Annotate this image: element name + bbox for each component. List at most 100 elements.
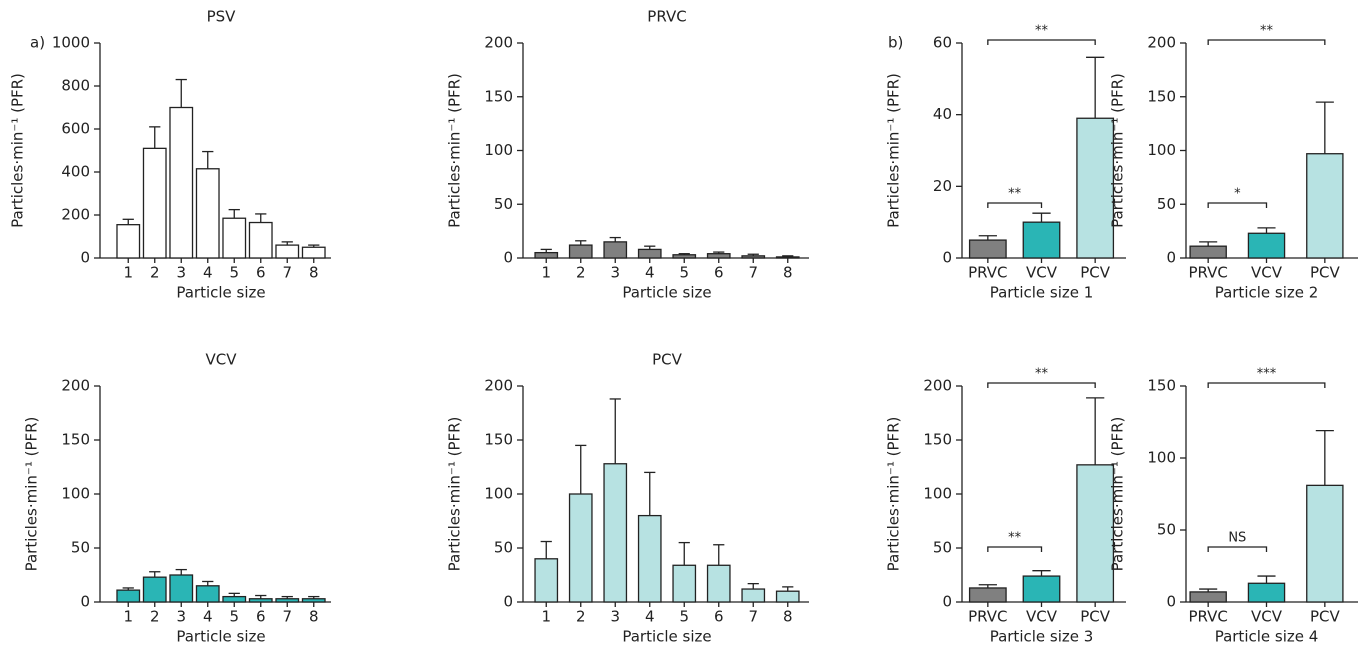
- x-tick-label: 4: [203, 608, 213, 626]
- significance-bracket: [1207, 382, 1326, 388]
- bar: [275, 244, 300, 259]
- chart-title: VCV: [206, 351, 238, 369]
- y-tick-label: 100: [923, 485, 952, 503]
- significance-bracket: [1207, 39, 1326, 45]
- bar: [603, 241, 628, 259]
- x-tick-label: 6: [714, 264, 724, 282]
- bar: [169, 106, 194, 259]
- y-tick-label: 100: [1147, 141, 1176, 159]
- x-tick-label: 4: [645, 264, 655, 282]
- bar: [1247, 232, 1286, 259]
- x-tick-label: 8: [309, 264, 319, 282]
- bar: [1306, 153, 1344, 259]
- significance-bracket: [1207, 546, 1268, 552]
- x-tick-label: 5: [229, 608, 239, 626]
- x-tick-label: 7: [282, 264, 292, 282]
- x-tick-label: PRVC: [1188, 608, 1227, 626]
- y-tick-label: 200: [61, 377, 90, 395]
- x-tick-label: 1: [123, 264, 133, 282]
- x-tick-label: PRVC: [968, 264, 1007, 282]
- y-tick-label: 200: [61, 206, 90, 224]
- y-tick-label: 150: [1147, 87, 1176, 105]
- x-tick-label: 1: [541, 264, 551, 282]
- y-tick-label: 20: [933, 177, 952, 195]
- y-tick-label: 0: [1166, 249, 1176, 267]
- bar: [1076, 117, 1115, 259]
- panel-label: a): [30, 34, 45, 52]
- y-axis-label: Particles·min⁻¹ (PFR): [885, 73, 903, 228]
- y-axis-label: Particles·min⁻¹ (PFR): [23, 417, 41, 572]
- y-tick-label: 200: [1147, 34, 1176, 52]
- x-tick-label: PCV: [1310, 264, 1341, 282]
- y-tick-label: 200: [484, 377, 513, 395]
- bar: [116, 589, 141, 603]
- bar: [1022, 575, 1061, 603]
- x-axis-label: Particle size 2: [1215, 284, 1319, 302]
- y-axis-label: Particles·min⁻¹ (PFR): [885, 417, 903, 572]
- x-tick-label: VCV: [1026, 608, 1058, 626]
- significance-label: **: [1035, 367, 1049, 382]
- x-tick-label: 7: [282, 608, 292, 626]
- x-axis-label: Particle size: [176, 628, 265, 646]
- significance-label: NS: [1228, 531, 1246, 546]
- y-tick-label: 50: [494, 195, 513, 213]
- y-tick-label: 200: [923, 377, 952, 395]
- y-tick-label: 150: [1147, 377, 1176, 395]
- y-tick-label: 0: [503, 249, 513, 267]
- bar: [1189, 245, 1227, 259]
- x-tick-label: 4: [645, 608, 655, 626]
- significance-label: **: [1035, 24, 1049, 39]
- bar: [275, 598, 300, 603]
- x-tick-label: VCV: [1251, 608, 1283, 626]
- significance-label: *: [1234, 187, 1241, 202]
- y-tick-label: 50: [494, 539, 513, 557]
- bar: [142, 147, 167, 259]
- y-tick-label: 1000: [52, 34, 90, 52]
- significance-bracket: [987, 382, 1096, 388]
- bar: [568, 493, 593, 603]
- y-axis-label: Particles·min⁻¹ (PFR): [446, 73, 464, 228]
- x-axis-label: Particle size 1: [990, 284, 1094, 302]
- x-tick-label: VCV: [1026, 264, 1058, 282]
- x-tick-label: 6: [256, 264, 266, 282]
- y-tick-label: 100: [1147, 449, 1176, 467]
- y-axis-label: Particles·min⁻¹ (PFR): [9, 73, 27, 228]
- x-tick-label: 5: [679, 264, 689, 282]
- y-axis-label: Particles·min⁻¹ (PFR): [1109, 417, 1127, 572]
- bar: [775, 590, 800, 603]
- x-axis-label: Particle size 4: [1215, 628, 1319, 646]
- x-tick-label: 2: [150, 264, 160, 282]
- x-tick-label: 5: [229, 264, 239, 282]
- y-tick-label: 150: [484, 431, 513, 449]
- bar: [1189, 591, 1227, 603]
- chart-title: PCV: [652, 351, 683, 369]
- y-tick-label: 0: [942, 249, 952, 267]
- bar: [1247, 582, 1286, 603]
- y-tick-label: 800: [61, 77, 90, 95]
- x-tick-label: PCV: [1310, 608, 1341, 626]
- significance-label: ***: [1257, 367, 1277, 382]
- x-tick-label: PCV: [1080, 608, 1111, 626]
- x-axis-label: Particle size 3: [990, 628, 1094, 646]
- y-tick-label: 0: [80, 593, 90, 611]
- x-tick-label: 3: [610, 608, 620, 626]
- y-tick-label: 0: [503, 593, 513, 611]
- y-tick-label: 0: [80, 249, 90, 267]
- x-tick-label: PRVC: [1188, 264, 1227, 282]
- panel-label: b): [888, 34, 903, 52]
- y-axis-label: Particles·min⁻¹ (PFR): [1109, 73, 1127, 228]
- y-tick-label: 50: [71, 539, 90, 557]
- y-tick-label: 0: [1166, 593, 1176, 611]
- bar: [706, 564, 731, 603]
- bar: [195, 168, 220, 259]
- x-tick-label: 8: [309, 608, 319, 626]
- y-tick-label: 150: [61, 431, 90, 449]
- chart-title: PSV: [207, 8, 237, 26]
- bar: [116, 224, 141, 259]
- x-axis-label: Particle size: [176, 284, 265, 302]
- bar: [195, 585, 220, 603]
- x-tick-label: 1: [123, 608, 133, 626]
- x-tick-label: 3: [176, 264, 186, 282]
- significance-bracket: [987, 39, 1096, 45]
